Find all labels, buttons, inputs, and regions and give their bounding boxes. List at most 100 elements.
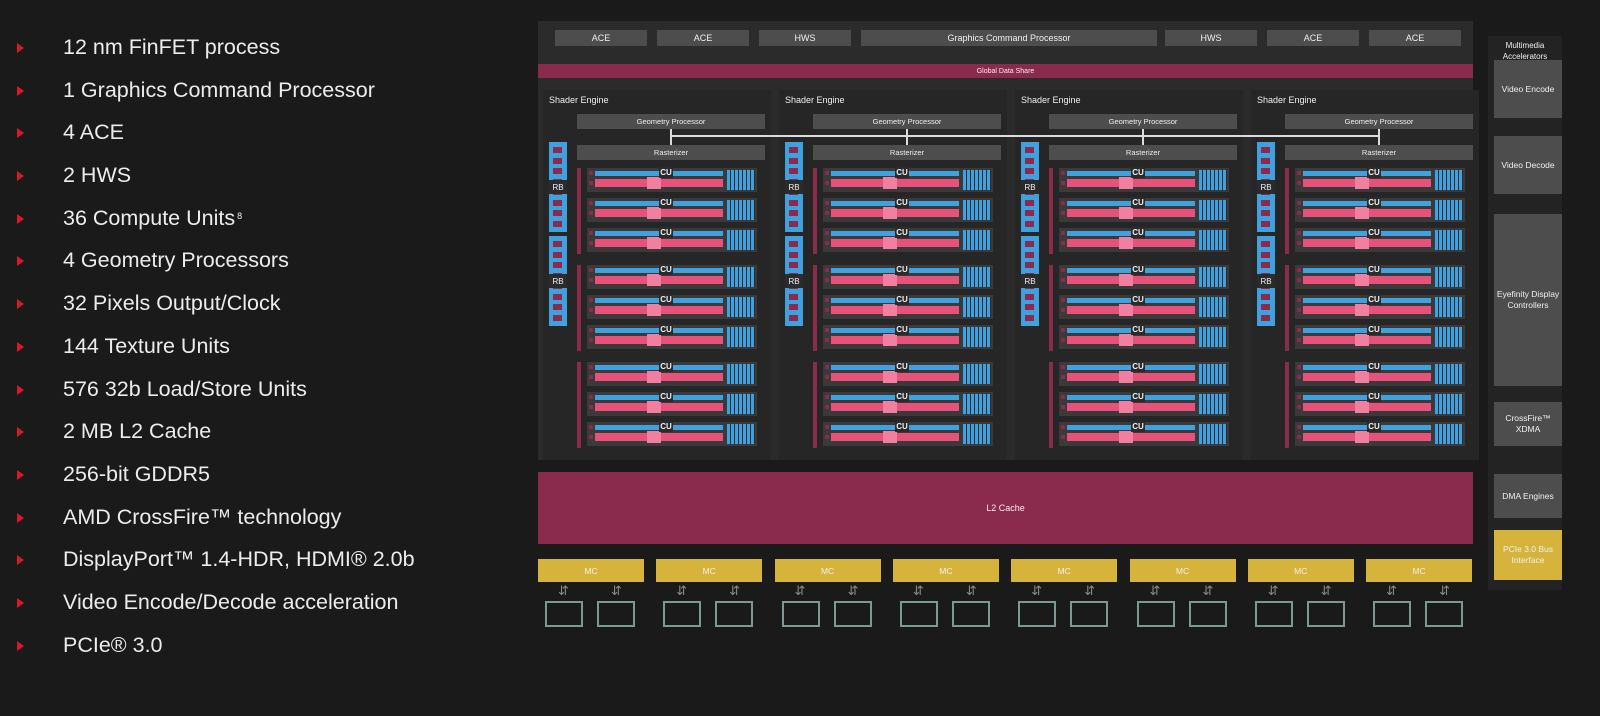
memory-controller: MC <box>774 559 881 582</box>
cu-marker <box>825 298 829 302</box>
cu-marker <box>1061 405 1065 409</box>
cu-label: CU <box>1131 391 1145 402</box>
feature-text: 256-bit GDDR5 <box>63 460 210 488</box>
cu-label: CU <box>659 197 673 208</box>
cu-cache-grid <box>1199 327 1227 347</box>
cu-label: CU <box>1367 421 1381 432</box>
shader-engine-label: Shader Engine <box>1021 95 1081 105</box>
bullet-arrow-icon <box>17 43 24 53</box>
cu-cache-grid <box>963 267 991 287</box>
cu-group-strip <box>577 265 581 351</box>
cu-scheduler <box>1355 304 1369 316</box>
cu-scheduler <box>647 207 661 219</box>
cu-marker <box>825 241 829 245</box>
cu-label: CU <box>659 361 673 372</box>
rb-slot <box>1025 293 1034 300</box>
cu-scheduler <box>883 401 897 413</box>
compute-unit: CU <box>823 264 993 289</box>
feature-label: 12 nm FinFET process <box>63 35 281 59</box>
bullet-arrow-icon <box>17 384 24 395</box>
cu-cache-grid <box>1435 230 1463 250</box>
updown-arrow-icon: ⇵ <box>794 583 806 598</box>
cu-marker <box>1061 365 1065 369</box>
feature-label: 36 Compute Units <box>63 205 236 230</box>
cu-scheduler <box>647 334 661 346</box>
cu-marker <box>1297 308 1301 312</box>
cu-cache-grid <box>1199 394 1227 414</box>
cu-marker <box>1061 298 1065 302</box>
cu-marker <box>1297 171 1301 175</box>
cu-marker <box>1061 375 1065 379</box>
cu-label: CU <box>1131 324 1145 335</box>
updown-arrow-icon: ⇵ <box>729 583 741 598</box>
cu-label: CU <box>1131 361 1145 372</box>
rb-slot <box>553 157 562 164</box>
memory-chip <box>833 601 872 627</box>
dma-engines: DMA Engines <box>1494 474 1562 518</box>
cu-marker <box>589 231 593 235</box>
cu-label: CU <box>1367 264 1381 275</box>
cu-scheduler <box>883 237 897 249</box>
cu-scheduler <box>883 334 897 346</box>
memory-chip <box>715 601 754 627</box>
updown-arrow-icon: ⇵ <box>1149 583 1161 598</box>
cu-marker <box>1297 425 1301 429</box>
render-backend: RB <box>785 142 803 232</box>
cu-cache-grid <box>1199 170 1227 190</box>
cu-label: CU <box>1131 197 1145 208</box>
feature-text: 1 Graphics Command Processor <box>63 76 375 104</box>
compute-unit: CU <box>587 421 757 446</box>
feature-item: 1 Graphics Command Processor <box>0 73 500 116</box>
cu-scheduler <box>1355 401 1369 413</box>
memory-controller: MC <box>1247 559 1354 582</box>
cu-marker <box>1061 338 1065 342</box>
rb-slot <box>1025 220 1034 227</box>
compute-unit: CU <box>1295 294 1465 319</box>
cu-group-strip <box>1285 265 1289 351</box>
cu-scheduler <box>1355 274 1369 286</box>
cu-group-strip <box>1049 168 1053 254</box>
graphics-command-processor: Graphics Command Processor <box>861 30 1157 46</box>
compute-unit: CU <box>823 361 993 386</box>
memory-chip <box>1373 601 1412 627</box>
cu-cache-grid <box>1435 424 1463 444</box>
cu-label: CU <box>1367 391 1381 402</box>
updown-arrow-icon: ⇵ <box>912 583 924 598</box>
rb-slot <box>789 251 798 258</box>
cu-marker <box>825 395 829 399</box>
rb-slot <box>1261 262 1270 268</box>
bullet-arrow-icon <box>17 555 24 566</box>
cu-marker <box>1297 268 1301 272</box>
cu-marker <box>589 171 593 175</box>
cu-label: CU <box>1367 227 1381 238</box>
cu-marker <box>1297 395 1301 399</box>
cu-cache-grid <box>963 170 991 190</box>
cu-marker <box>825 308 829 312</box>
cu-marker <box>589 211 593 215</box>
gp-interconnect-line <box>670 135 1378 137</box>
rb-label: RB <box>1257 274 1275 288</box>
feature-item: 256-bit GDDR5 <box>0 457 500 500</box>
shader-engine: Shader Engine Geometry Processor Rasterize… <box>1015 90 1243 460</box>
hws-box: HWS <box>759 30 851 46</box>
bullet-arrow-icon <box>17 341 24 352</box>
cu-group-strip <box>813 362 817 448</box>
cu-marker <box>1297 328 1301 332</box>
cu-label: CU <box>895 294 909 305</box>
cu-group-strip <box>813 168 817 254</box>
render-backend: RB <box>1257 236 1275 326</box>
rb-slot <box>553 314 562 321</box>
rb-slot <box>789 168 798 174</box>
cu-scheduler <box>1355 371 1369 383</box>
memory-chip <box>597 601 635 627</box>
feature-item: 2 MB L2 Cache <box>0 414 500 457</box>
rb-slot <box>1025 304 1034 310</box>
cu-label: CU <box>1367 324 1381 335</box>
updown-arrow-icon: ⇵ <box>611 583 622 598</box>
rb-slot <box>553 147 562 153</box>
cu-cache-grid <box>1435 364 1463 384</box>
cu-marker <box>589 435 593 439</box>
rb-label: RB <box>785 180 803 194</box>
global-data-share: Global Data Share <box>538 64 1473 78</box>
